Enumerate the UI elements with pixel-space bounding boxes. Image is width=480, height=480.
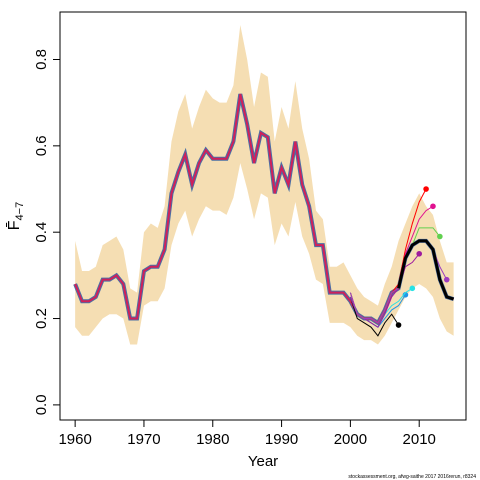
- retro-endpoint: [409, 285, 416, 292]
- retro-endpoint: [402, 291, 409, 298]
- y-tick-label: 0.6: [33, 135, 50, 156]
- retro-endpoint: [395, 322, 402, 328]
- retro-endpoint: [443, 276, 450, 283]
- x-tick-label: 1980: [196, 431, 229, 448]
- y-tick-label: 0.2: [33, 308, 50, 329]
- x-tick-label: 1970: [127, 431, 160, 448]
- retro-endpoint: [423, 186, 429, 192]
- x-tick-label: 1990: [265, 431, 298, 448]
- retro-endpoint: [430, 203, 436, 210]
- y-tick-label: 0.4: [33, 222, 50, 243]
- retro-endpoint: [437, 233, 443, 240]
- x-tick-label: 2010: [403, 431, 436, 448]
- y-tick-label: 0.8: [33, 49, 50, 70]
- y-axis-label: F̄4−7: [6, 202, 26, 230]
- x-axis-label: Year: [248, 453, 278, 470]
- footer: stockassessment.org, afwg-saithe 2017 20…: [348, 474, 476, 480]
- retro-endpoint: [416, 250, 423, 257]
- y-axis-label-sub: 4−7: [14, 202, 26, 221]
- retro-line: [349, 296, 399, 337]
- confidence-band: [75, 24, 454, 345]
- plot-frame: [59, 11, 467, 421]
- series-line-final: [397, 239, 455, 301]
- y-tick-label: 0.0: [33, 394, 50, 415]
- x-tick-label: 2000: [334, 431, 367, 448]
- x-tick-label: 1960: [58, 431, 91, 448]
- y-axis-label-main: F̄: [6, 220, 23, 230]
